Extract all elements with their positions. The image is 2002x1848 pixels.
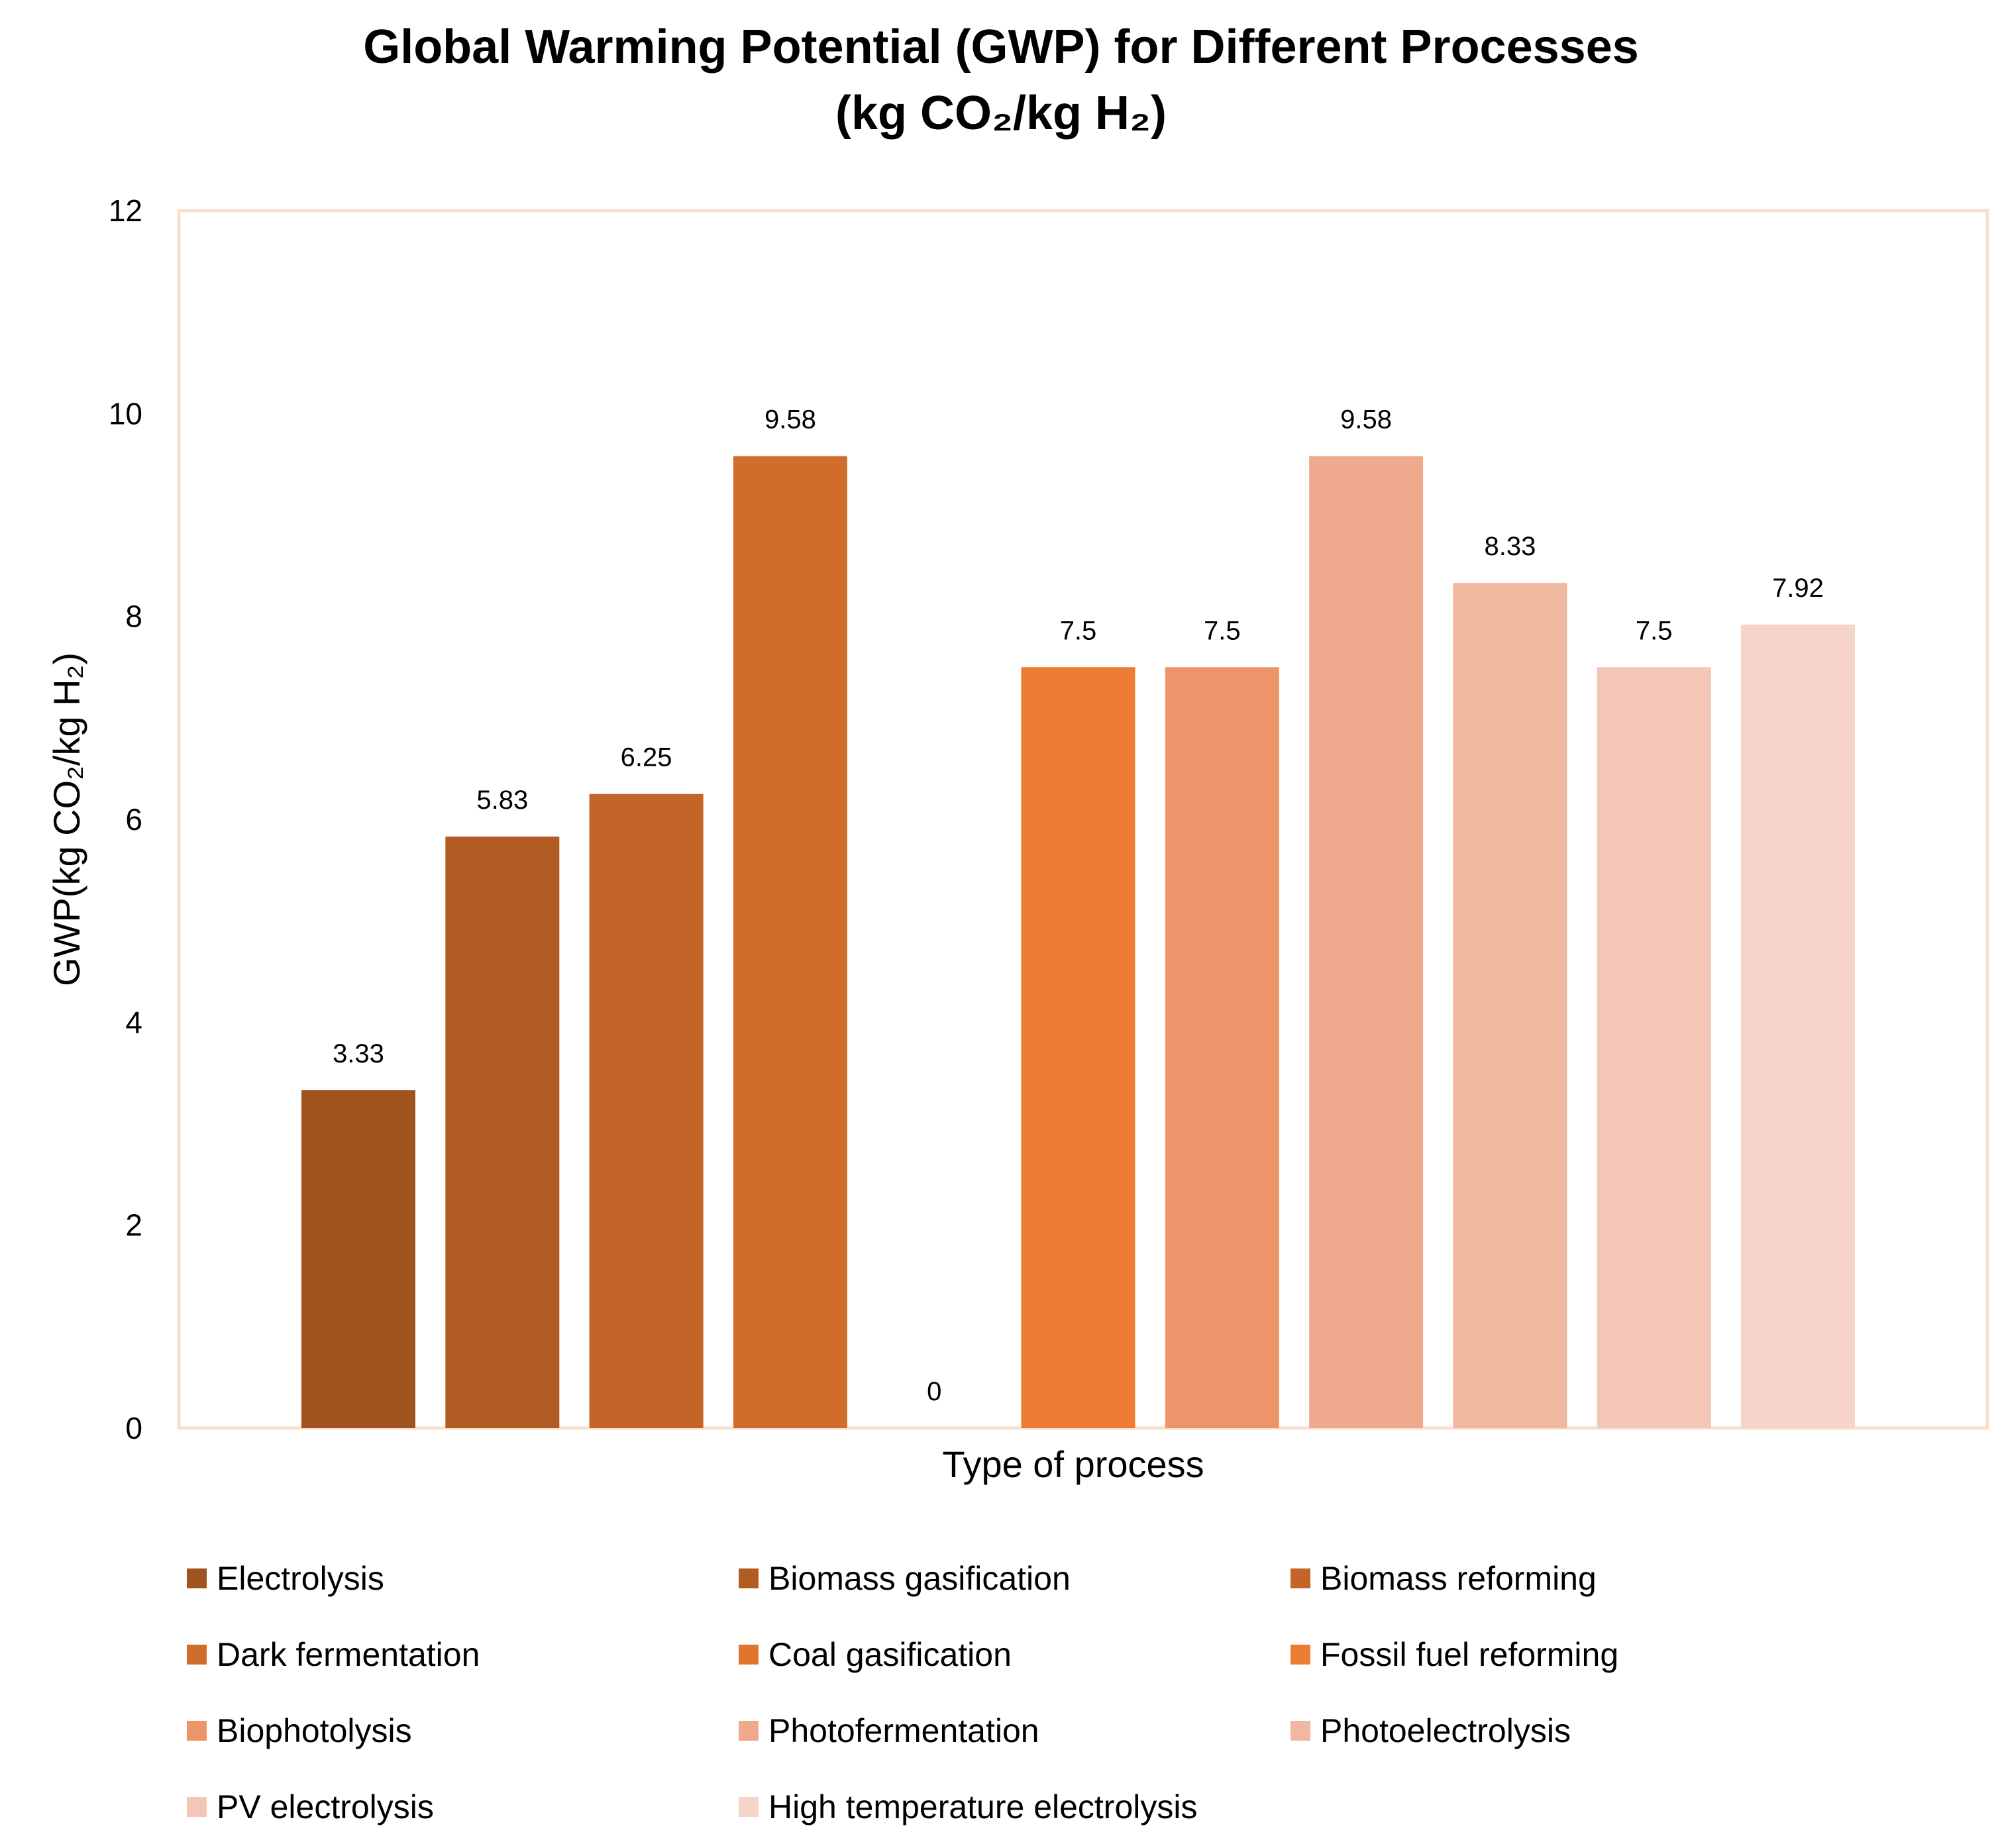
chart-title-line2: (kg CO₂/kg H₂): [835, 87, 1167, 140]
data-label: 7.5: [1204, 616, 1241, 645]
legend-label: Photoelectrolysis: [1320, 1712, 1571, 1749]
legend-swatch: [739, 1568, 759, 1588]
legend-swatch: [739, 1645, 759, 1665]
x-axis-label: Type of process: [942, 1443, 1204, 1485]
y-axis-ticks: 0 2 4 6 8 10 12: [109, 193, 142, 1445]
data-label: 8.33: [1484, 532, 1536, 561]
legend-item: PV electrolysis: [187, 1788, 434, 1825]
data-label: 7.5: [1060, 616, 1097, 645]
data-label: 6.25: [621, 743, 672, 772]
data-label: 7.92: [1772, 574, 1824, 603]
bar: [1453, 583, 1567, 1429]
legend-label: Biophotolysis: [217, 1712, 412, 1749]
legend-item: Photoelectrolysis: [1291, 1712, 1571, 1749]
legend-swatch: [187, 1645, 207, 1665]
legend-item: Photofermentation: [739, 1712, 1039, 1749]
bar: [1309, 456, 1424, 1428]
legend-swatch: [1291, 1568, 1310, 1588]
legend-label: Biomass gasification: [768, 1560, 1071, 1597]
legend-item: Biophotolysis: [187, 1712, 412, 1749]
y-tick-label: 2: [125, 1208, 142, 1243]
bar: [445, 837, 560, 1428]
data-label: 5.83: [476, 786, 528, 815]
legend: Electrolysis Biomass gasification Biomass …: [187, 1560, 1618, 1825]
legend-label: High temperature electrolysis: [768, 1788, 1198, 1825]
y-axis-label: GWP(kg CO₂/kg H₂): [46, 652, 87, 986]
data-label: 7.5: [1636, 616, 1673, 645]
legend-swatch: [187, 1797, 207, 1817]
bar: [589, 794, 704, 1428]
legend-swatch: [739, 1797, 759, 1817]
bar: [1741, 624, 1855, 1429]
bar: [733, 456, 847, 1428]
bar: [1597, 667, 1711, 1428]
data-label: 9.58: [1340, 405, 1392, 435]
y-tick-label: 6: [125, 802, 142, 837]
data-labels: 3.33 5.83 6.25 9.58 0 7.5 7.5 9.58 8.33 7.5 7.92: [333, 405, 1824, 1406]
legend-item: Coal gasification: [739, 1636, 1012, 1673]
data-label: 0: [927, 1377, 941, 1406]
y-tick-label: 8: [125, 599, 142, 634]
bar: [1165, 667, 1279, 1428]
legend-label: Electrolysis: [217, 1560, 384, 1597]
bar: [1021, 667, 1135, 1428]
data-label: 9.58: [764, 405, 816, 435]
legend-item: Biomass reforming: [1291, 1560, 1597, 1597]
y-tick-label: 0: [125, 1411, 142, 1445]
chart-title-line1: Global Warming Potential (GWP) for Diffe…: [363, 21, 1639, 74]
data-label: 3.33: [333, 1039, 384, 1068]
legend-item: Dark fermentation: [187, 1636, 480, 1673]
legend-label: Biomass reforming: [1320, 1560, 1597, 1597]
legend-swatch: [739, 1721, 759, 1741]
legend-item: High temperature electrolysis: [739, 1788, 1198, 1825]
legend-item: Electrolysis: [187, 1560, 384, 1597]
legend-label: Coal gasification: [768, 1636, 1012, 1673]
legend-item: Fossil fuel reforming: [1291, 1636, 1618, 1673]
legend-swatch: [1291, 1721, 1310, 1741]
legend-label: PV electrolysis: [217, 1788, 434, 1825]
legend-label: Dark fermentation: [217, 1636, 480, 1673]
legend-swatch: [187, 1721, 207, 1741]
bars: [301, 456, 1855, 1429]
legend-swatch: [1291, 1645, 1310, 1665]
y-tick-label: 4: [125, 1005, 142, 1039]
legend-label: Fossil fuel reforming: [1320, 1636, 1618, 1673]
legend-label: Photofermentation: [768, 1712, 1039, 1749]
y-tick-label: 10: [109, 396, 142, 431]
legend-item: Biomass gasification: [739, 1560, 1071, 1597]
bar: [301, 1090, 415, 1428]
y-tick-label: 12: [109, 193, 142, 228]
legend-swatch: [187, 1568, 207, 1588]
